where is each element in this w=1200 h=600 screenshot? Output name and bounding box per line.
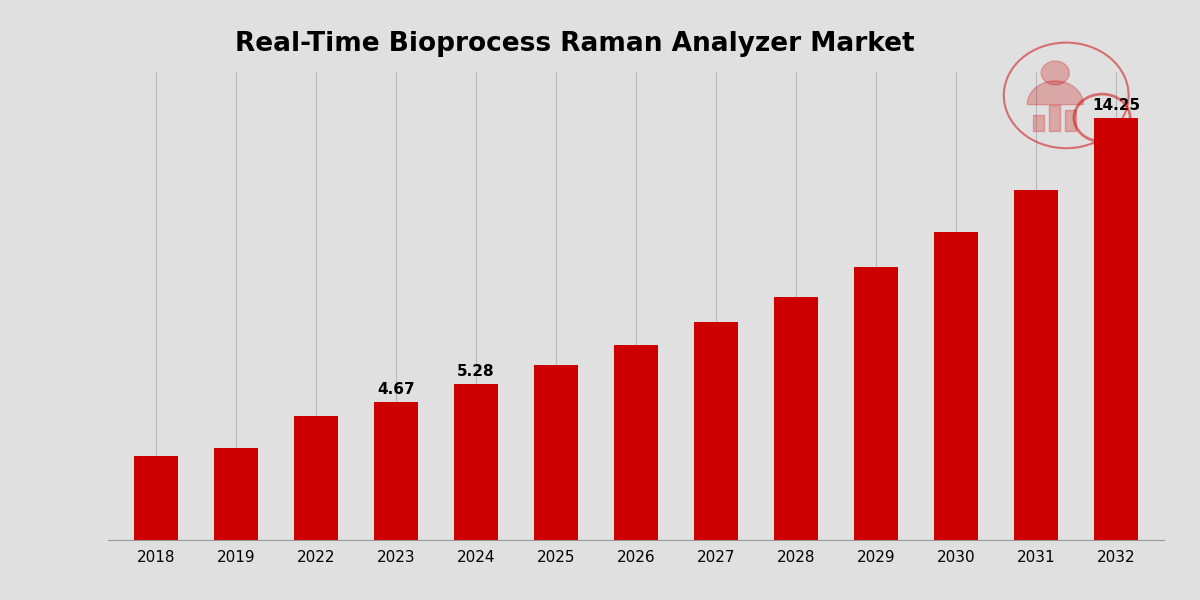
Text: 5.28: 5.28	[457, 364, 494, 379]
Bar	[1033, 115, 1044, 131]
Bar	[374, 401, 418, 540]
Wedge shape	[1027, 81, 1084, 104]
Bar	[1014, 190, 1058, 540]
Text: 14.25: 14.25	[1092, 98, 1140, 113]
Bar	[694, 322, 738, 540]
Bar	[454, 383, 498, 540]
Bar	[854, 268, 898, 540]
Bar	[1094, 118, 1138, 540]
Circle shape	[1042, 61, 1069, 85]
Bar	[774, 297, 818, 540]
Bar	[934, 232, 978, 540]
Text: Real-Time Bioprocess Raman Analyzer Market: Real-Time Bioprocess Raman Analyzer Mark…	[235, 31, 914, 57]
Bar	[214, 448, 258, 540]
Bar	[134, 455, 178, 540]
Text: 4.67: 4.67	[377, 382, 415, 397]
Bar	[1049, 104, 1060, 131]
Bar	[534, 365, 578, 540]
Bar	[614, 344, 658, 540]
Bar	[294, 416, 338, 540]
Bar	[1064, 110, 1075, 131]
